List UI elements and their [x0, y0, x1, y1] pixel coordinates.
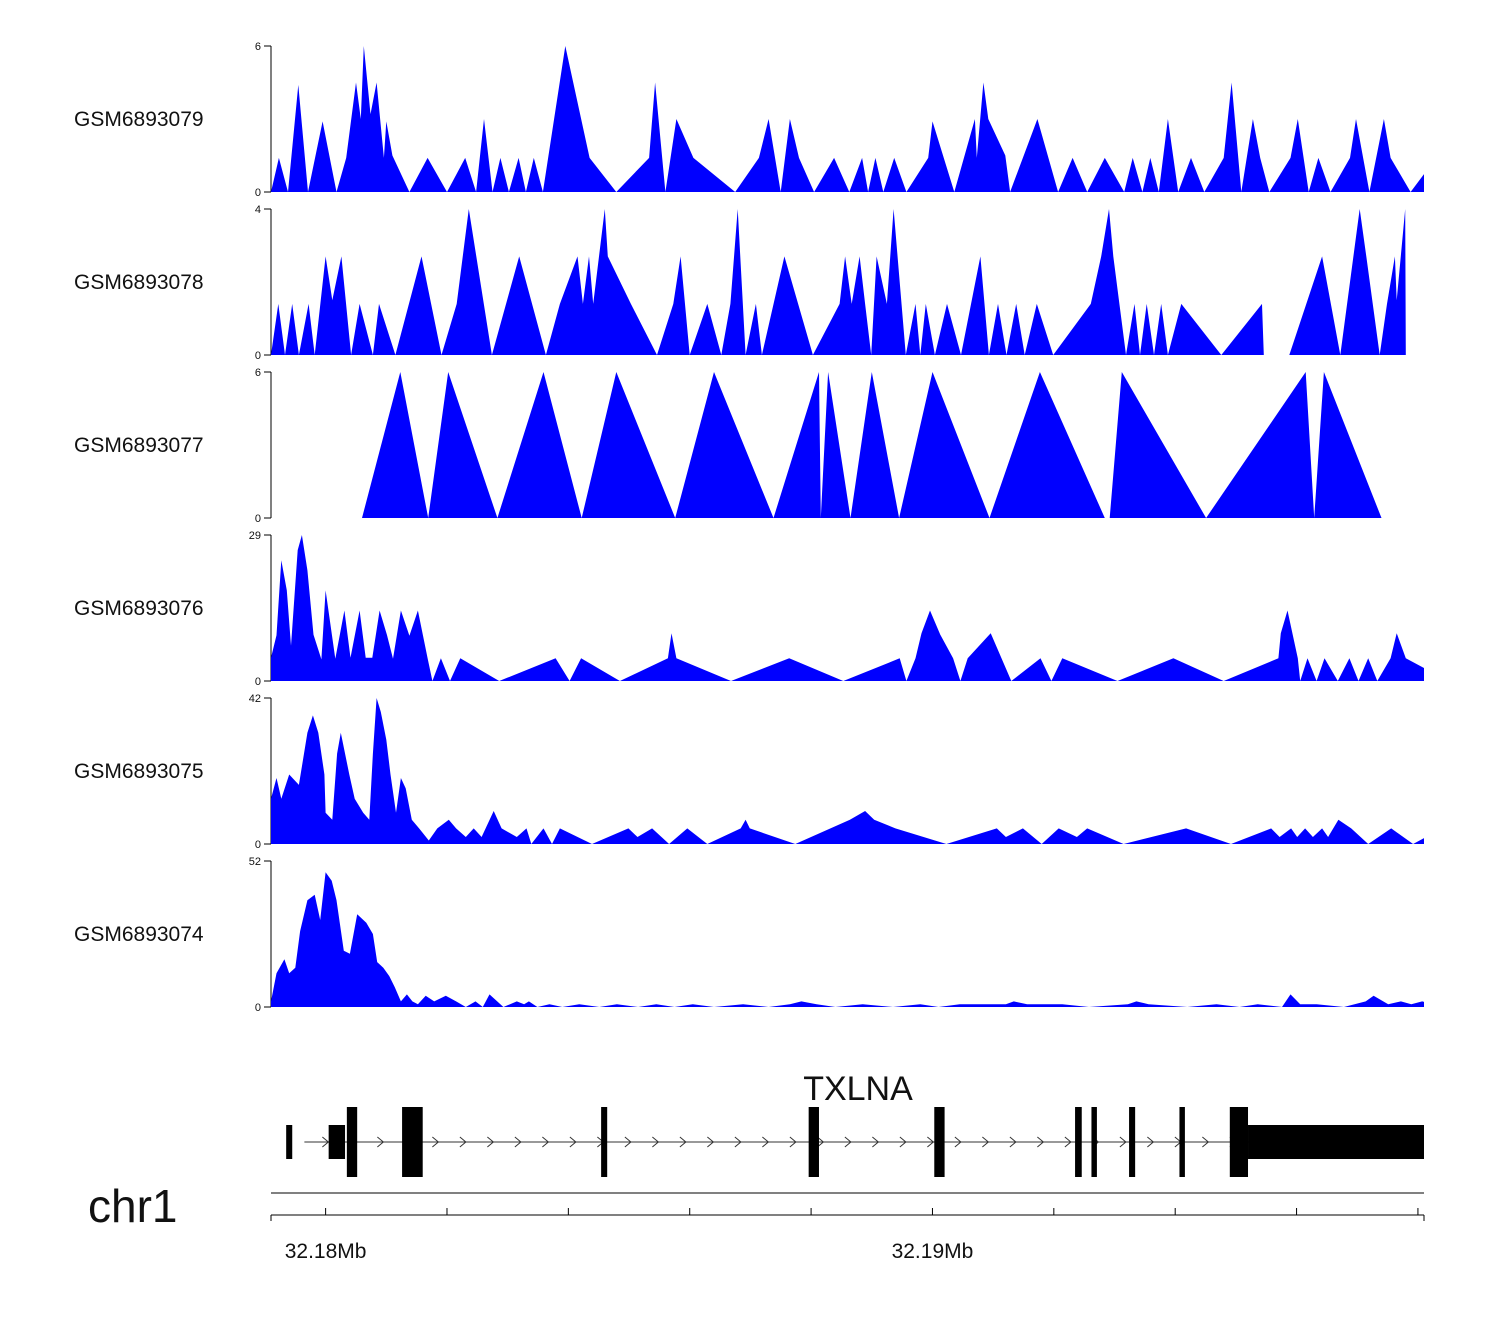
track-name-label: GSM6893075	[74, 760, 204, 783]
strand-arrow	[707, 1136, 715, 1148]
coverage-area	[362, 372, 1382, 518]
coverage-tracks: GSM689307960GSM689307840GSM689307760GSM6…	[74, 41, 1424, 1014]
coding-exon	[402, 1107, 423, 1177]
utr-exon	[286, 1125, 293, 1159]
coding-exon	[808, 1107, 819, 1177]
coding-exon	[1229, 1107, 1249, 1177]
coding-exon	[1091, 1107, 1097, 1177]
coding-exon	[1075, 1107, 1082, 1177]
coding-exon	[1129, 1107, 1136, 1177]
y-axis-min-label: 0	[255, 187, 261, 199]
y-axis-max-label: 42	[249, 693, 261, 705]
genome-axis-ticks: 32.18Mb 32.19Mb	[270, 1208, 1425, 1263]
strand-arrow	[762, 1136, 770, 1148]
strand-arrow	[899, 1136, 907, 1148]
gene-name-label: TXLNA	[803, 1070, 913, 1108]
coverage-area	[271, 209, 1406, 355]
coding-exon	[346, 1107, 358, 1177]
strand-arrow	[624, 1136, 632, 1148]
y-axis-max-label: 6	[255, 367, 261, 379]
coding-exon	[601, 1107, 608, 1177]
strand-arrow	[954, 1136, 962, 1148]
strand-arrow	[1064, 1136, 1072, 1148]
y-axis-max-label: 52	[249, 856, 261, 868]
coverage-area	[271, 698, 1424, 844]
strand-arrow	[459, 1136, 467, 1148]
coverage-track-GSM6893079: GSM6893079 6 0	[74, 41, 1424, 199]
gene-model	[286, 1107, 1424, 1177]
y-axis-min-label: 0	[255, 1002, 261, 1014]
strand-arrow	[872, 1136, 880, 1148]
coverage-track-GSM6893076: GSM6893076 29 0	[74, 530, 1424, 688]
strand-arrow	[734, 1136, 742, 1148]
strand-arrow	[982, 1136, 990, 1148]
utr-exon	[328, 1125, 346, 1159]
y-axis-min-label: 0	[255, 676, 261, 688]
coverage-track-GSM6893074: GSM6893074 52 0	[74, 856, 1424, 1014]
coding-exon	[934, 1107, 945, 1177]
y-axis-min-label: 0	[255, 839, 261, 851]
strand-arrow	[322, 1136, 330, 1148]
track-name-label: GSM6893078	[74, 271, 204, 294]
strand-arrow	[844, 1136, 852, 1148]
chromosome-label: chr1	[88, 1180, 177, 1232]
strand-arrow	[652, 1136, 660, 1148]
strand-arrow	[1119, 1136, 1127, 1148]
y-axis-min-label: 0	[255, 350, 261, 362]
track-name-label: GSM6893077	[74, 434, 204, 457]
strand-arrow	[1009, 1136, 1017, 1148]
coverage-area	[271, 872, 1424, 1007]
utr-exon	[1248, 1125, 1424, 1159]
y-axis-max-label: 29	[249, 530, 261, 542]
strand-arrow	[789, 1136, 797, 1148]
track-name-label: GSM6893074	[74, 923, 204, 946]
y-axis-max-label: 4	[255, 204, 261, 216]
strand-arrow	[1202, 1136, 1210, 1148]
coverage-track-GSM6893075: GSM6893075 42 0	[74, 693, 1424, 851]
coverage-area	[271, 535, 1424, 681]
gene-annotation-track: TXLNA	[286, 1070, 1424, 1177]
coverage-track-GSM6893077: GSM6893077 6 0	[74, 367, 1382, 525]
coverage-area	[271, 46, 1424, 192]
y-axis-max-label: 6	[255, 41, 261, 53]
track-name-label: GSM6893076	[74, 597, 204, 620]
strand-arrow	[514, 1136, 522, 1148]
genome-axis: chr1 32.18Mb 32.19Mb	[88, 1180, 1425, 1263]
strand-arrow	[569, 1136, 577, 1148]
strand-arrow	[817, 1136, 825, 1148]
coverage-track-GSM6893078: GSM6893078 4 0	[74, 204, 1406, 362]
strand-arrow	[377, 1136, 385, 1148]
strand-arrow	[927, 1136, 935, 1148]
strand-arrow	[432, 1136, 440, 1148]
strand-arrow	[542, 1136, 550, 1148]
coding-exon	[1179, 1107, 1185, 1177]
y-axis-min-label: 0	[255, 513, 261, 525]
strand-arrow	[1037, 1136, 1045, 1148]
strand-arrow	[679, 1136, 687, 1148]
axis-tick-label: 32.18Mb	[285, 1240, 367, 1263]
strand-arrow	[1147, 1136, 1155, 1148]
track-name-label: GSM6893079	[74, 108, 204, 131]
axis-tick-label: 32.19Mb	[892, 1240, 974, 1263]
strand-arrow	[487, 1136, 495, 1148]
